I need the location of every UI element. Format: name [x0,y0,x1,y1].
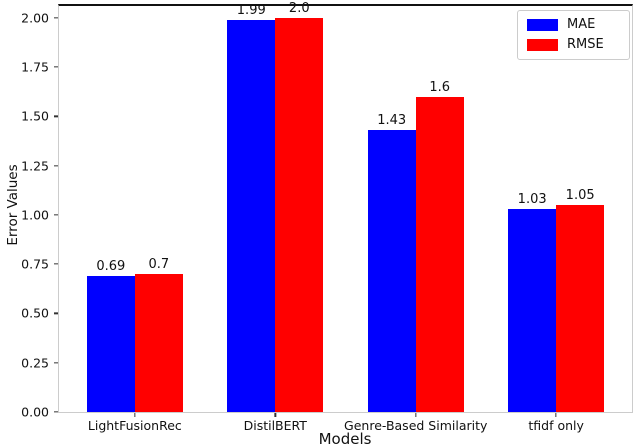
bar-mae-1 [227,19,276,412]
bar-value-label: 1.6 [429,79,451,95]
bar-rmse-3 [556,205,605,412]
x-axis: LightFusionRec DistilBERT Genre-Based Simi… [59,413,632,448]
legend-items: MAE RMSE [527,18,621,52]
bar-mae-0 [86,276,135,412]
legend-item-rmse: RMSE [527,38,621,52]
bar-rmse-1 [275,17,324,412]
x-tick-label: LightFusionRec [87,418,182,433]
y-tick-mark-icon [54,164,58,167]
x-tick-mark-icon [555,413,557,417]
y-tick-label: 1.50 [21,108,49,124]
y-tick-label: 0.50 [21,305,49,321]
x-tick-mark-icon [274,413,276,417]
y-tick-label: 0.75 [21,256,49,272]
legend-item-mae: MAE [527,18,621,32]
plot-area: 0.69 0.7 1.99 2.0 1.43 1.6 1.03 1.05 [58,1,633,413]
x-tick-mark-icon [415,413,417,417]
bar-rmse-0 [134,274,183,412]
x-tick-label: DistilBERT [243,418,307,433]
bar-mae-2 [367,130,416,412]
y-tick-label: 1.00 [21,207,49,223]
legend-swatch-icon [527,19,558,31]
y-tick-mark-icon [54,214,58,216]
legend-label: MAE [567,17,596,32]
legend: MAE RMSE [517,10,630,60]
y-tick-mark-icon [54,66,58,68]
bar-value-label: 1.43 [377,113,407,129]
bar-value-label: 1.99 [236,2,266,18]
y-tick-label: 1.75 [21,59,49,75]
y-tick-mark-icon [54,115,58,118]
y-tick-label: 0.00 [21,404,49,420]
bars-layer: 0.69 0.7 1.99 2.0 1.43 1.6 1.03 1.05 [59,1,632,412]
bar-rmse-2 [415,96,464,412]
y-tick-mark-icon [54,263,58,265]
y-tick-mark-icon [54,362,58,364]
x-tick-label: Genre-Based Similarity [344,418,488,433]
bar-value-label: 2.0 [288,0,310,16]
bar-value-label: 0.7 [148,257,170,273]
y-axis: 0.00 0.25 0.50 0.75 1.00 1.25 1.50 1.75 2.00 [0,6,58,420]
x-tick-label: tfidf only [528,418,584,433]
y-axis-label: Error Values [5,164,21,246]
y-tick-mark-icon [54,411,58,413]
bar-value-label: 1.03 [517,192,547,207]
legend-label: RMSE [567,37,604,52]
bar-mae-3 [508,209,557,412]
y-tick-label: 1.25 [21,158,49,174]
y-tick-label: 0.25 [21,355,49,371]
y-tick-mark-icon [54,17,58,19]
x-tick-mark-icon [134,413,136,417]
x-axis-label: Models [318,430,372,448]
y-tick-label: 2.00 [21,10,49,26]
bar-value-label: 1.05 [565,188,595,204]
legend-swatch-icon [527,39,558,51]
y-tick-mark-icon [54,312,58,315]
bar-value-label: 0.69 [96,259,126,275]
